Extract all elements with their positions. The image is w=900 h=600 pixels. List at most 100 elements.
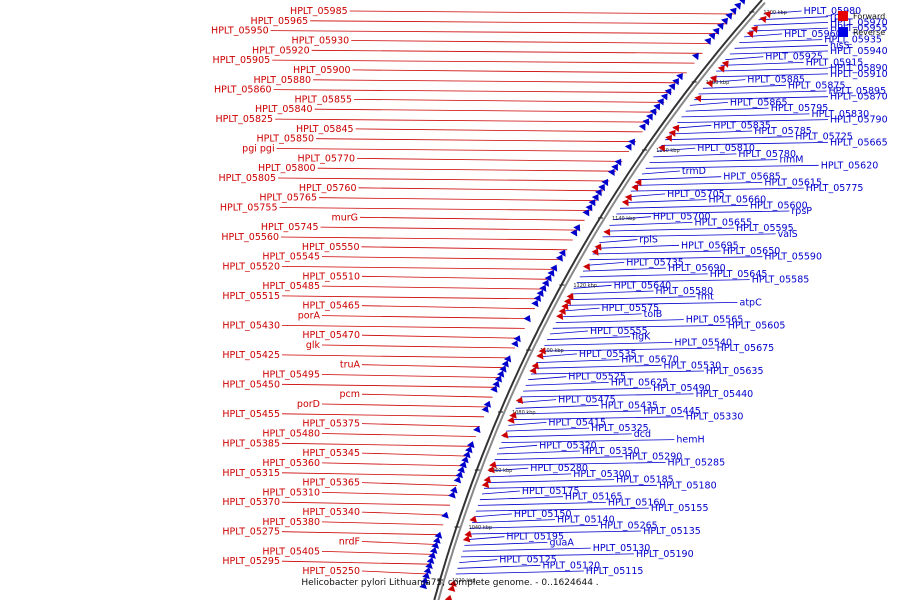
reverse-gene-label: HPLT_05525 — [568, 372, 626, 383]
reverse-gene — [721, 17, 728, 25]
reverse-gene — [657, 98, 664, 106]
forward-gene — [538, 347, 546, 355]
forward-gene-label: HPLT_05360 — [262, 458, 320, 469]
reverse-gene-label: HPLT_05640 — [614, 280, 672, 291]
forward-gene-label: HPLT_05250 — [302, 566, 360, 577]
leader-line — [570, 290, 654, 295]
leader-line — [459, 559, 498, 563]
leader-line — [270, 30, 719, 34]
leader-line — [475, 507, 649, 512]
forward-gene-label: HPLT_05560 — [221, 232, 279, 243]
scale-tick: 1080 kbp — [498, 410, 536, 416]
leader-line — [576, 279, 750, 283]
reverse-gene — [428, 552, 436, 559]
leader-line — [321, 256, 562, 260]
scale-tick: 1180 kbp — [691, 80, 729, 86]
reverse-gene-label: HPLT_05265 — [600, 520, 658, 531]
reverse-gene-label: HPLT_05870 — [830, 92, 888, 103]
reverse-gene-label: HPLT_05615 — [764, 177, 822, 188]
leader-line — [486, 479, 615, 483]
forward-gene-label: HPLT_05920 — [252, 45, 310, 56]
reverse-gene — [664, 88, 672, 96]
leader-line — [744, 33, 783, 38]
reverse-gene-label: HPLT_05565 — [686, 315, 744, 326]
leader-line — [685, 107, 769, 112]
reverse-gene — [431, 541, 439, 549]
reverse-gene — [490, 385, 498, 393]
leader-line — [361, 482, 458, 486]
leader-line — [702, 84, 786, 89]
reverse-gene-label: hisS — [830, 40, 850, 51]
leader-line — [468, 530, 642, 535]
leader-line — [599, 239, 638, 243]
reverse-gene — [453, 476, 462, 484]
leader-line — [352, 69, 687, 74]
reverse-gene — [668, 83, 676, 91]
leader-line — [351, 40, 711, 44]
leader-line — [466, 536, 505, 541]
reverse-gene-label: HPLT_05685 — [723, 172, 781, 183]
forward-gene-label: HPLT_05480 — [262, 429, 320, 440]
leader-line — [538, 353, 577, 358]
leader-line — [281, 413, 485, 418]
forward-gene-label: HPLT_05465 — [302, 301, 360, 312]
forward-gene — [483, 476, 492, 484]
leader-line — [321, 521, 444, 526]
reverse-gene-label: HPLT_05775 — [806, 183, 864, 194]
reverse-gene — [708, 32, 716, 40]
reverse-gene-label: HPLT_05595 — [736, 223, 794, 234]
forward-gene-label: HPLT_05805 — [218, 173, 276, 184]
forward-gene — [721, 60, 729, 68]
reverse-gene — [523, 315, 531, 323]
forward-gene — [447, 585, 456, 592]
forward-gene — [449, 580, 457, 587]
reverse-gene-label: HPLT_05415 — [548, 417, 606, 428]
leader-line — [317, 167, 616, 172]
forward-gene-label: HPLT_05845 — [296, 124, 354, 135]
reverse-gene — [481, 405, 489, 413]
forward-gene-label: HPLT_05765 — [259, 193, 317, 204]
forward-gene-label: HPLT_05315 — [222, 468, 280, 479]
scale-tick-label: 1120 kbp — [573, 283, 597, 289]
leader-line — [361, 423, 480, 427]
scale-tick-label: 1040 kbp — [469, 525, 493, 531]
scale-tick-label: 1100 kbp — [540, 348, 564, 354]
forward-gene-label: HPLT_05430 — [222, 320, 280, 331]
reverse-gene-label: HPLT_05290 — [625, 452, 683, 463]
leader-line — [711, 73, 829, 78]
leader-line — [503, 433, 632, 438]
leader-line — [533, 364, 662, 369]
reverse-gene — [607, 168, 615, 176]
leader-line — [281, 325, 525, 329]
leader-line — [758, 16, 829, 21]
reverse-gene-label: tolB — [644, 309, 663, 320]
reverse-gene-label: HPLT_05605 — [728, 320, 786, 331]
leader-line — [508, 422, 547, 426]
leader-line — [280, 236, 573, 241]
legend-item-forward: Forward — [838, 8, 898, 24]
forward-gene — [556, 312, 564, 320]
reverse-gene-label: HPLT_05580 — [656, 286, 714, 297]
reverse-gene-label: HPLT_05925 — [765, 52, 823, 63]
forward-gene — [759, 16, 767, 24]
forward-gene-label: HPLT_05375 — [302, 419, 360, 430]
reverse-gene — [649, 108, 657, 116]
leader-line — [488, 473, 572, 478]
forward-gene-label: HPLT_05455 — [222, 409, 280, 420]
forward-gene-label: murG — [331, 212, 358, 223]
leader-line — [677, 119, 829, 123]
forward-gene — [444, 594, 452, 600]
reverse-gene-label: HPLT_05160 — [608, 497, 666, 508]
forward-gene — [750, 25, 758, 33]
forward-gene-label: HPLT_05905 — [213, 55, 271, 66]
reverse-gene-label: HPLT_05790 — [830, 115, 888, 126]
genome-caption: Helicobacter pylori Lithuania75, complet… — [301, 578, 599, 588]
forward-gene — [634, 179, 642, 187]
gene-features — [419, 0, 771, 600]
reverse-gene-label: HPLT_05175 — [522, 486, 580, 497]
scale-tick: 1160 kbp — [642, 148, 680, 154]
reverse-gene — [426, 557, 435, 564]
leader-line — [564, 302, 738, 306]
reverse-gene-label: HPLT_05540 — [674, 337, 732, 348]
